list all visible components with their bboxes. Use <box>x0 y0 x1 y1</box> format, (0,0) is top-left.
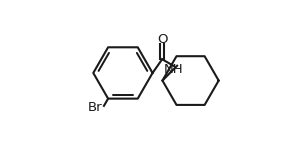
Text: O: O <box>157 33 168 46</box>
Text: Br: Br <box>88 101 102 114</box>
Text: NH: NH <box>163 64 183 76</box>
